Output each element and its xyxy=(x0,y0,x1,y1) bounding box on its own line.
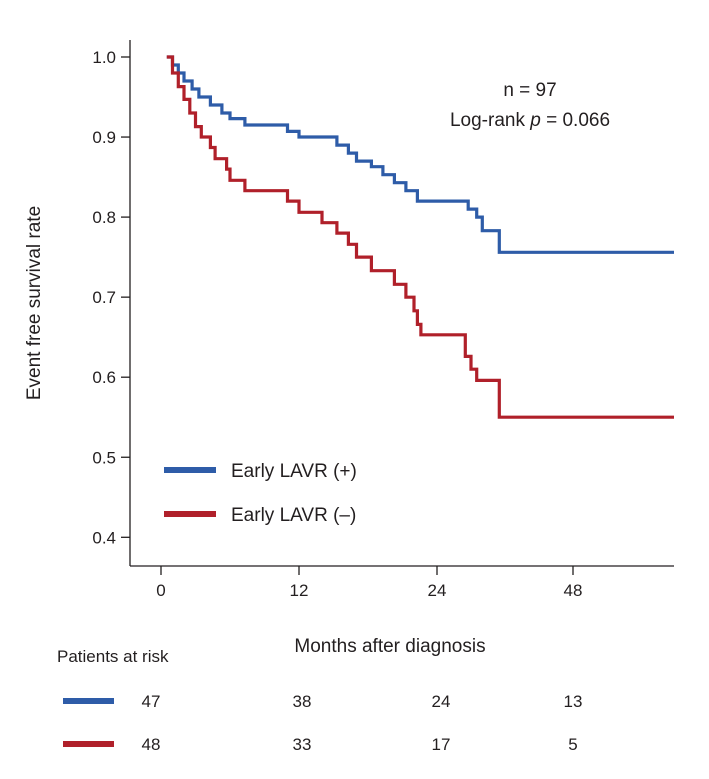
x-tick-label: 12 xyxy=(290,581,309,600)
y-tick-label: 1.0 xyxy=(92,48,116,67)
x-tick-label: 48 xyxy=(564,581,583,600)
legend-label-negative: Early LAVR (–) xyxy=(231,505,356,526)
y-axis-title: Event free survival rate xyxy=(24,206,45,400)
logrank-p-symbol: p xyxy=(529,110,541,131)
risk-value: 17 xyxy=(432,735,451,754)
x-tick-label: 24 xyxy=(428,581,447,600)
x-axis-title: Months after diagnosis xyxy=(294,636,485,657)
risk-value: 24 xyxy=(432,692,451,711)
risk-values: 47 38 24 13 48 33 17 5 xyxy=(142,692,583,754)
risk-value: 13 xyxy=(564,692,583,711)
risk-table: Patients at risk 47 38 24 13 48 33 17 5 xyxy=(57,647,582,754)
risk-value: 48 xyxy=(142,735,161,754)
risk-value: 38 xyxy=(293,692,312,711)
risk-value: 47 xyxy=(142,692,161,711)
y-tick-label: 0.6 xyxy=(92,368,116,387)
logrank-prefix: Log-rank xyxy=(450,110,530,131)
legend: Early LAVR (+) Early LAVR (–) xyxy=(164,461,357,526)
risk-table-title: Patients at risk xyxy=(57,647,169,666)
y-tick-label: 0.7 xyxy=(92,288,116,307)
logrank-suffix: = 0.066 xyxy=(541,110,610,131)
risk-value: 5 xyxy=(568,735,577,754)
survival-curve-early-lavr-negative xyxy=(166,55,674,419)
y-tick-label: 0.9 xyxy=(92,128,116,147)
survival-curve-early-lavr-positive xyxy=(166,55,674,254)
legend-label-positive: Early LAVR (+) xyxy=(231,461,357,482)
y-axis-ticks: 1.0 0.9 0.8 0.7 0.6 0.5 0.4 xyxy=(92,48,130,547)
x-tick-label: 0 xyxy=(156,581,165,600)
survival-curves xyxy=(166,55,674,419)
n-annotation: n = 97 xyxy=(503,80,556,101)
x-axis-ticks: 0 12 24 48 xyxy=(156,566,582,600)
y-tick-label: 0.8 xyxy=(92,208,116,227)
risk-value: 33 xyxy=(293,735,312,754)
y-tick-label: 0.5 xyxy=(92,448,116,467)
y-tick-label: 0.4 xyxy=(92,528,116,547)
logrank-annotation: Log-rank p = 0.066 xyxy=(450,110,610,131)
